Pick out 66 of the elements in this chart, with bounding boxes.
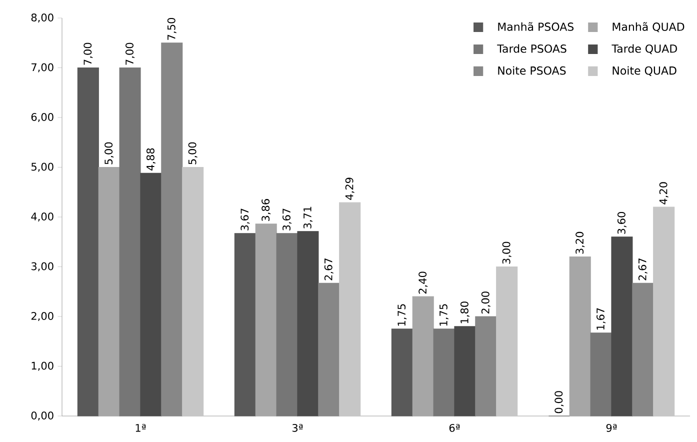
y-tick-label: 7,00 (32, 63, 54, 72)
data-label: 2,00 (481, 292, 490, 314)
bar (590, 332, 612, 416)
legend-label: Tarde QUAD (612, 44, 677, 54)
bar (182, 166, 204, 416)
data-label: 7,50 (167, 18, 176, 40)
bar (98, 166, 120, 416)
data-label: 3,86 (262, 199, 271, 221)
data-label: 5,00 (188, 142, 198, 164)
data-label: 1,75 (398, 304, 407, 326)
bar (433, 328, 455, 416)
bar (412, 296, 434, 416)
x-tick-label: 1ª (136, 424, 146, 432)
legend-label: Noite QUAD (612, 66, 676, 76)
data-label: 3,67 (240, 208, 250, 230)
x-tick-label: 3ª (292, 424, 303, 432)
bar (318, 282, 340, 416)
data-label: 3,71 (303, 206, 312, 228)
y-tick-label: 1,00 (32, 362, 54, 371)
data-label: 1,67 (596, 308, 606, 330)
data-label: 3,00 (502, 242, 512, 264)
data-label: 3,67 (282, 208, 292, 230)
bar (653, 206, 675, 416)
bar (119, 67, 141, 416)
y-tick-label: 5,00 (31, 162, 54, 172)
data-label: 3,60 (617, 212, 626, 234)
data-label: 4,88 (146, 148, 156, 171)
bar (632, 282, 654, 416)
y-tick-label: 2,00 (31, 312, 54, 322)
data-label: 7,00 (126, 42, 135, 65)
y-tick-label: 8,00 (31, 13, 54, 23)
y-tick-label: 0,00 (31, 411, 54, 421)
bar (611, 236, 633, 416)
data-label: 2,40 (418, 272, 428, 294)
bar (339, 202, 361, 416)
y-tick-label: 3,00 (31, 262, 54, 272)
data-label: 4,29 (345, 178, 354, 200)
data-label: 5,00 (104, 142, 114, 164)
bar (255, 224, 277, 416)
bar (496, 266, 518, 416)
data-label: 2,67 (638, 258, 648, 280)
data-label: 7,00 (84, 42, 93, 65)
bar (276, 233, 298, 416)
bar (140, 172, 162, 416)
data-label: 1,75 (440, 304, 448, 326)
data-label: 0,00 (554, 391, 564, 414)
y-tick-label: 4,00 (31, 212, 54, 222)
legend-label: Tarde PSOAS (497, 44, 566, 53)
legend-label: Noite PSOAS (498, 66, 566, 75)
y-tick-label: 6,00 (31, 112, 54, 122)
bar (391, 328, 413, 416)
legend-label: Manhã QUAD (612, 22, 684, 32)
x-tick-label: 9ª (606, 424, 617, 432)
data-label: 2,67 (324, 258, 334, 280)
data-label: 1,80 (460, 302, 470, 324)
bar (77, 67, 99, 416)
bar (454, 326, 476, 416)
x-tick-label: 6ª (449, 424, 460, 432)
bar (234, 233, 256, 416)
legend-label: Manhã PSOAS (498, 22, 574, 31)
bar (569, 256, 591, 416)
bar (161, 42, 183, 416)
data-label: 4,20 (659, 182, 668, 204)
data-label: 3,20 (576, 232, 585, 254)
bar (475, 316, 497, 416)
bar (297, 231, 319, 416)
